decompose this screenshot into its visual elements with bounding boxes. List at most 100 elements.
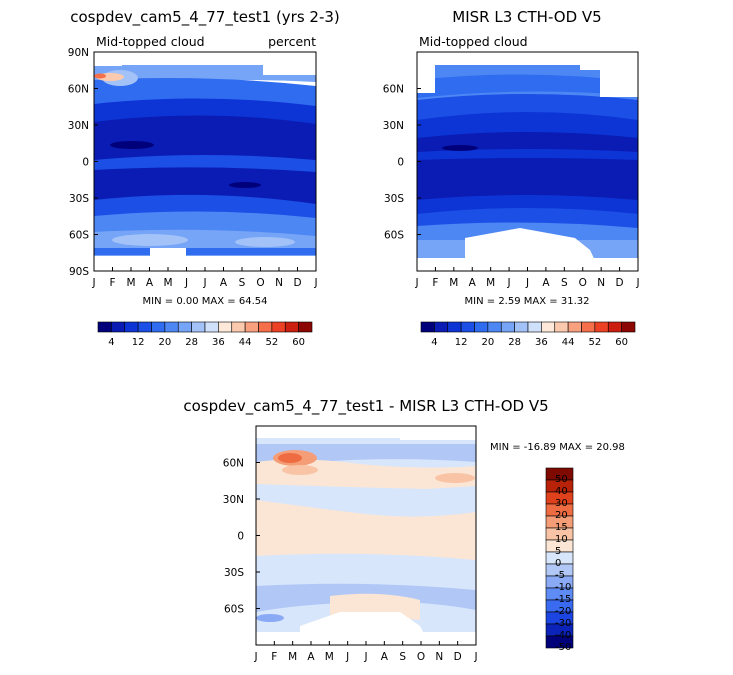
colorbar-swatch <box>271 321 286 333</box>
x-tick-label: M <box>486 277 495 289</box>
panel-diff-stats: MIN = -16.89 MAX = 20.98 <box>490 442 625 453</box>
colorbar-tick-label: 5 <box>555 546 561 557</box>
colorbar-tick-label: 60 <box>615 337 628 348</box>
panel-model-title: cospdev_cam5_4_77_test1 (yrs 2-3) <box>70 8 340 27</box>
colorbar-tick-label: -40 <box>555 630 571 641</box>
colorbar-swatch <box>111 321 126 333</box>
panel-model-stats: MIN = 0.00 MAX = 64.54 <box>143 296 268 307</box>
y-tick-label: 60N <box>68 84 89 96</box>
x-tick-label: A <box>381 651 389 663</box>
colorbar-swatch <box>607 321 622 333</box>
x-tick-label: J <box>91 277 95 289</box>
y-tick-label: 60S <box>69 230 89 242</box>
x-tick-label: M <box>163 277 172 289</box>
colorbar-swatch <box>151 321 166 333</box>
x-tick-label: J <box>635 277 639 289</box>
y-tick-label: 30S <box>224 567 244 579</box>
panel-model-contours <box>94 52 316 271</box>
colorbar-swatch <box>204 321 219 333</box>
colorbar-tick-label: 12 <box>455 337 468 348</box>
colorbar-swatch <box>554 321 569 333</box>
panel-misr-variable: Mid-topped cloud <box>419 34 528 49</box>
colorbar-swatch <box>474 321 489 333</box>
x-tick-label: O <box>417 651 425 663</box>
colorbar-swatch <box>514 321 529 333</box>
x-tick-label: S <box>399 651 406 663</box>
colorbar-swatch <box>218 321 233 333</box>
colorbar-tick-label: 20 <box>555 510 568 521</box>
colorbar-swatch <box>177 321 192 333</box>
colorbar-tick-label: 4 <box>431 337 437 348</box>
colorbar-swatch <box>527 321 542 333</box>
y-tick-label: 30N <box>223 494 244 506</box>
x-tick-label: F <box>271 651 277 663</box>
colorbar-tick-label: 40 <box>555 486 568 497</box>
colorbar-swatch <box>97 321 112 333</box>
colorbar-swatch <box>581 321 596 333</box>
y-tick-label: 30S <box>69 193 89 205</box>
colorbar-tick-label: -5 <box>555 570 565 581</box>
x-tick-label: N <box>435 651 443 663</box>
colorbar-tick-label: 50 <box>555 474 568 485</box>
colorbar-tick-label: -50 <box>555 642 571 653</box>
colorbar-swatch <box>594 321 609 333</box>
colorbar-tick-label: -30 <box>555 618 571 629</box>
colorbar-swatch <box>447 321 462 333</box>
colorbar-tick-label: -20 <box>555 606 571 617</box>
colorbar-swatch <box>434 321 449 333</box>
x-tick-label: A <box>220 277 228 289</box>
colorbar-tick-label: 4 <box>108 337 114 348</box>
colorbar-swatch <box>541 321 556 333</box>
colorbar-tick-label: 10 <box>555 534 568 545</box>
colorbar-swatch <box>298 321 313 333</box>
y-tick-label: 60N <box>223 458 244 470</box>
panel-misr-title: MISR L3 CTH-OD V5 <box>452 8 601 26</box>
x-tick-label: A <box>469 277 477 289</box>
colorbar-tick-label: 20 <box>159 337 172 348</box>
colorbar-swatch <box>487 321 502 333</box>
panel-diff: cospdev_cam5_4_77_test1 - MISR L3 CTH-OD… <box>183 397 625 663</box>
colorbar-swatch <box>567 321 582 333</box>
x-tick-label: A <box>146 277 154 289</box>
y-tick-label: 0 <box>82 157 89 169</box>
colorbar-tick-label: 52 <box>266 337 279 348</box>
colorbar-tick-label: 15 <box>555 522 568 533</box>
colorbar-tick-label: 44 <box>562 337 575 348</box>
x-tick-label: N <box>597 277 605 289</box>
colorbar-swatch <box>621 321 636 333</box>
x-tick-label: M <box>288 651 297 663</box>
colorbar-swatch <box>137 321 152 333</box>
panel-misr: MISR L3 CTH-OD V5 Mid-topped cloud <box>383 8 640 348</box>
colorbar-swatch <box>500 321 515 333</box>
colorbar-tick-label: 28 <box>508 337 521 348</box>
panel-model-yaxis: 90N 60N 30N 0 30S 60S 90S <box>68 47 98 278</box>
x-tick-label: A <box>542 277 550 289</box>
x-tick-label: J <box>345 651 349 663</box>
x-tick-label: D <box>293 277 301 289</box>
y-tick-label: 90S <box>69 266 89 278</box>
colorbar-swatch <box>191 321 206 333</box>
x-tick-label: J <box>363 651 367 663</box>
panel-diff-yaxis: 60N 30N 0 30S 60S <box>223 425 260 646</box>
x-tick-label: S <box>561 277 568 289</box>
x-tick-label: J <box>313 277 317 289</box>
x-tick-label: S <box>239 277 246 289</box>
x-tick-label: J <box>473 651 477 663</box>
y-tick-label: 0 <box>397 157 404 169</box>
panel-model-units: percent <box>268 34 316 49</box>
colorbar-swatch <box>420 321 435 333</box>
colorbar-tick-label: -15 <box>555 594 571 605</box>
x-tick-label: J <box>525 277 529 289</box>
y-tick-label: 60N <box>383 84 404 96</box>
y-tick-label: 0 <box>237 531 244 543</box>
x-tick-label: J <box>184 277 188 289</box>
x-tick-label: D <box>616 277 624 289</box>
x-tick-label: O <box>256 277 264 289</box>
x-tick-label: O <box>579 277 587 289</box>
x-tick-label: M <box>449 277 458 289</box>
colorbar-tick-label: 60 <box>292 337 305 348</box>
